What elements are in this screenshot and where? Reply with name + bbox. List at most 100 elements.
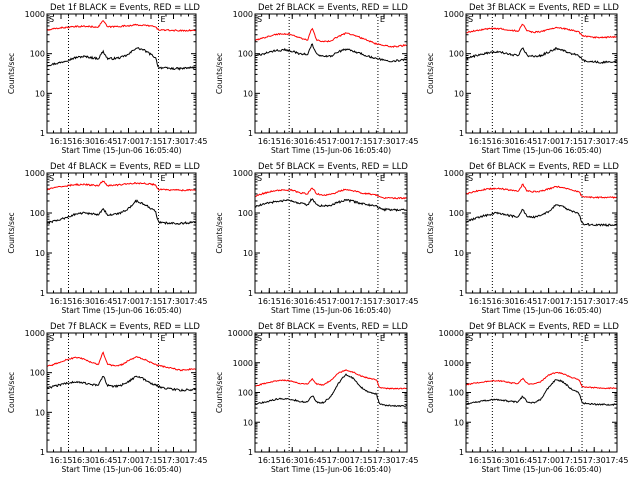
plot-panel: Det 6f BLACK = Events, RED = LLD Counts/s… bbox=[426, 162, 629, 315]
x-tick-label: 17:00 bbox=[117, 137, 140, 146]
y-axis-label: Counts/sec bbox=[215, 53, 224, 94]
y-tick-label: 1000 bbox=[444, 359, 464, 368]
x-axis-label: Start Time (15-Jun-06 16:05:40) bbox=[62, 146, 182, 155]
y-tick-label: 100 bbox=[449, 389, 464, 398]
x-tick-label: 16:15 bbox=[258, 137, 281, 146]
x-tick-label: 16:30 bbox=[72, 297, 95, 306]
plot-frame bbox=[254, 172, 408, 294]
y-tick-label: 1 bbox=[248, 129, 253, 138]
x-axis-label: Start Time (15-Jun-06 16:05:40) bbox=[482, 306, 602, 315]
plot-frame bbox=[465, 332, 618, 453]
end-marker-letter: E bbox=[380, 174, 385, 183]
x-tick-label: 17:00 bbox=[117, 456, 140, 465]
x-tick-label: 17:45 bbox=[605, 137, 628, 146]
x-tick-label: 16:30 bbox=[491, 456, 514, 465]
x-tick-label: 17:30 bbox=[373, 456, 396, 465]
x-tick-label: 16:15 bbox=[469, 137, 492, 146]
x-tick-label: 17:30 bbox=[373, 137, 396, 146]
x-tick-label: 17:45 bbox=[605, 297, 628, 306]
x-tick-label: 16:30 bbox=[281, 297, 304, 306]
end-marker-letter: E bbox=[584, 174, 589, 183]
y-tick-label: 100 bbox=[30, 50, 45, 59]
x-tick-label: 16:45 bbox=[94, 456, 117, 465]
y-tick-label: 1000 bbox=[444, 169, 464, 178]
start-marker-letter: S bbox=[49, 174, 54, 183]
x-tick-label: 16:45 bbox=[514, 456, 537, 465]
end-marker-letter: E bbox=[380, 334, 385, 343]
y-tick-label: 1 bbox=[459, 448, 464, 457]
axis-ticks bbox=[255, 13, 408, 134]
plot-panel: Det 5f BLACK = Events, RED = LLD Counts/s… bbox=[215, 162, 419, 315]
axis-ticks bbox=[47, 172, 197, 294]
y-tick-label: 10 bbox=[35, 89, 45, 98]
y-tick-label: 1000 bbox=[233, 10, 253, 19]
y-tick-label: 10 bbox=[243, 89, 253, 98]
events-series-line bbox=[46, 199, 196, 225]
x-tick-label: 17:30 bbox=[583, 456, 606, 465]
panel-title: Det 7f BLACK = Events, RED = LLD bbox=[50, 322, 200, 332]
start-marker-letter: S bbox=[49, 15, 54, 24]
y-tick-label: 1 bbox=[40, 448, 45, 457]
start-marker-letter: S bbox=[257, 15, 262, 24]
x-tick-label: 17:00 bbox=[327, 297, 350, 306]
end-marker-letter: E bbox=[584, 334, 589, 343]
x-tick-label: 17:15 bbox=[350, 456, 373, 465]
panel-title: Det 1f BLACK = Events, RED = LLD bbox=[50, 3, 200, 13]
plot-panel: Det 8f BLACK = Events, RED = LLD Counts/s… bbox=[215, 322, 419, 474]
y-tick-label: 1000 bbox=[233, 169, 253, 178]
y-tick-label: 1 bbox=[40, 129, 45, 138]
plot-frame bbox=[46, 332, 197, 453]
x-tick-label: 17:15 bbox=[560, 456, 583, 465]
x-tick-label: 16:45 bbox=[304, 297, 327, 306]
y-tick-label: 100 bbox=[238, 209, 253, 218]
x-tick-label: 16:45 bbox=[304, 456, 327, 465]
y-axis-label: Counts/sec bbox=[215, 372, 224, 413]
x-tick-label: 17:15 bbox=[560, 297, 583, 306]
y-tick-label: 10 bbox=[454, 89, 464, 98]
x-tick-label: 17:15 bbox=[139, 456, 162, 465]
x-tick-label: 17:45 bbox=[395, 456, 418, 465]
events-series-line bbox=[254, 43, 407, 63]
x-tick-label: 17:00 bbox=[537, 297, 560, 306]
end-marker-letter: E bbox=[161, 334, 166, 343]
lld-series-line bbox=[465, 23, 617, 39]
x-tick-label: 17:45 bbox=[395, 137, 418, 146]
x-tick-label: 17:45 bbox=[184, 137, 207, 146]
panel-title: Det 9f BLACK = Events, RED = LLD bbox=[469, 322, 619, 332]
y-tick-label: 10 bbox=[243, 249, 253, 258]
x-tick-label: 16:15 bbox=[469, 456, 492, 465]
y-tick-label: 1000 bbox=[233, 359, 253, 368]
lld-series-line bbox=[47, 180, 196, 192]
lld-series-line bbox=[465, 183, 617, 200]
axis-ticks bbox=[466, 332, 618, 453]
y-tick-label: 1000 bbox=[25, 10, 45, 19]
end-marker-letter: E bbox=[161, 174, 166, 183]
lld-series-line bbox=[465, 371, 617, 390]
x-axis-label: Start Time (15-Jun-06 16:05:40) bbox=[271, 465, 391, 474]
x-tick-label: 16:15 bbox=[258, 456, 281, 465]
plot-frame bbox=[465, 172, 618, 294]
x-tick-label: 16:15 bbox=[49, 456, 72, 465]
y-axis-label: Counts/sec bbox=[7, 53, 16, 94]
y-tick-label: 1 bbox=[459, 129, 464, 138]
y-tick-label: 1000 bbox=[444, 10, 464, 19]
x-tick-label: 17:00 bbox=[327, 137, 350, 146]
x-tick-label: 16:15 bbox=[469, 297, 492, 306]
lld-series-line bbox=[46, 20, 196, 32]
plot-frame bbox=[254, 13, 408, 134]
lld-series-line bbox=[254, 27, 407, 48]
panel-title: Det 2f BLACK = Events, RED = LLD bbox=[258, 3, 408, 13]
axis-ticks bbox=[466, 13, 618, 134]
x-tick-label: 16:30 bbox=[491, 137, 514, 146]
x-tick-label: 16:30 bbox=[72, 137, 95, 146]
panel-title: Det 5f BLACK = Events, RED = LLD bbox=[258, 162, 408, 172]
y-axis-label: Counts/sec bbox=[215, 212, 224, 253]
end-marker-letter: E bbox=[380, 15, 385, 24]
x-tick-label: 16:45 bbox=[304, 137, 327, 146]
start-marker-letter: S bbox=[257, 334, 262, 343]
x-tick-label: 16:15 bbox=[49, 137, 72, 146]
plot-frame bbox=[46, 172, 197, 294]
panel-title: Det 3f BLACK = Events, RED = LLD bbox=[469, 3, 619, 13]
x-tick-label: 17:30 bbox=[162, 456, 185, 465]
y-tick-label: 10 bbox=[35, 408, 45, 417]
